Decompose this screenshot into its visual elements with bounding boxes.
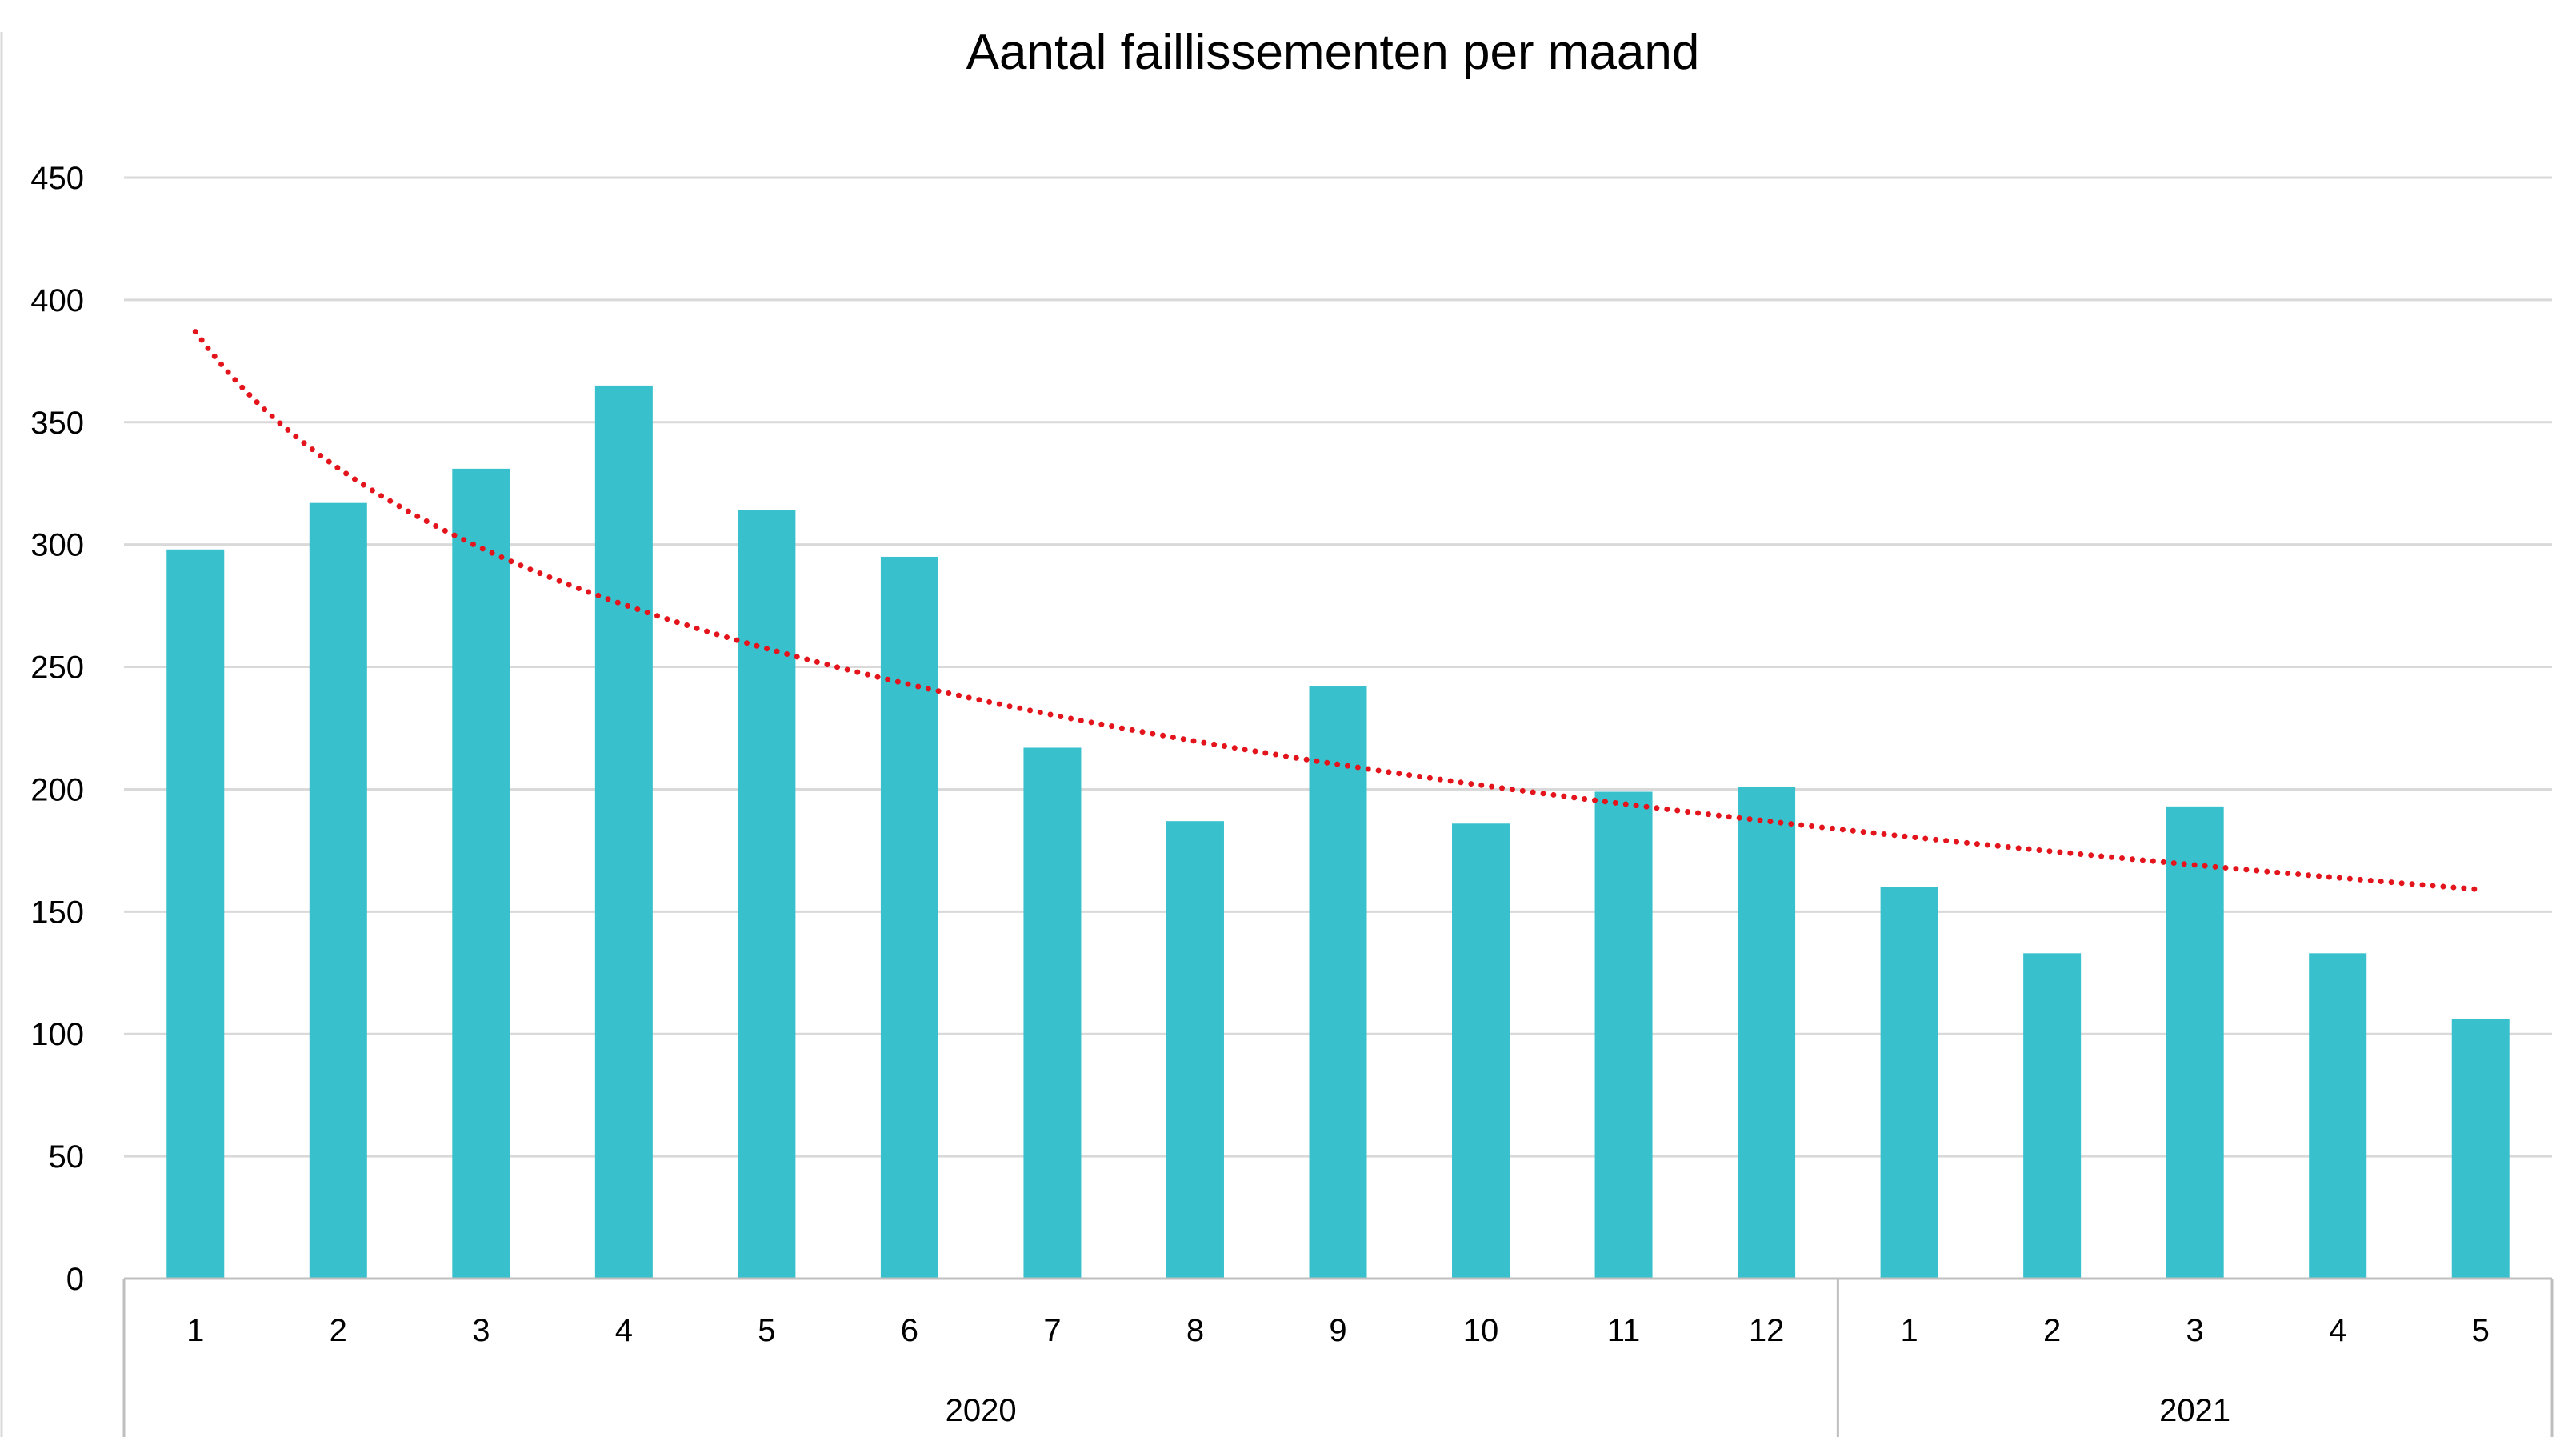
x-tick-label: 1 <box>1900 1313 1918 1348</box>
x-tick-label: 12 <box>1749 1313 1785 1348</box>
bar <box>1452 823 1510 1279</box>
trendline <box>192 329 2484 893</box>
y-tick-label: 350 <box>30 406 84 441</box>
bar <box>1880 887 1938 1279</box>
bar <box>2451 1019 2510 1279</box>
bar <box>2166 806 2224 1279</box>
y-tick-label: 250 <box>30 650 84 686</box>
y-tick-label: 100 <box>30 1017 84 1052</box>
x-tick-label: 6 <box>901 1313 918 1348</box>
bar <box>2023 953 2082 1279</box>
bar <box>309 502 367 1279</box>
x-tick-label: 8 <box>1186 1313 1204 1348</box>
x-tick-label: 1 <box>186 1313 204 1348</box>
y-tick-label: 450 <box>30 161 84 196</box>
x-tick-label: 10 <box>1463 1313 1499 1348</box>
x-tick-label: 9 <box>1329 1313 1346 1348</box>
y-tick-label: 400 <box>30 283 84 318</box>
x-tick-label: 5 <box>758 1313 775 1348</box>
x-tick-label: 3 <box>2186 1313 2204 1348</box>
x-tick-label: 3 <box>472 1313 490 1348</box>
bar <box>1738 787 1796 1279</box>
x-group-label: 2021 <box>2159 1393 2230 1428</box>
chart-title: Aantal faillissementen per maand <box>966 25 1700 80</box>
y-tick-label: 200 <box>30 772 84 807</box>
x-tick-label: 5 <box>2472 1313 2490 1348</box>
bar <box>1023 747 1082 1279</box>
x-tick-label: 11 <box>1607 1313 1641 1348</box>
bar <box>452 468 510 1279</box>
bar <box>2309 953 2367 1279</box>
bar <box>594 385 653 1279</box>
y-tick-label: 50 <box>49 1139 85 1175</box>
x-tick-label: 4 <box>615 1313 633 1348</box>
bar <box>166 549 225 1279</box>
trendline-path <box>192 329 2484 893</box>
bar <box>1309 686 1367 1279</box>
x-group-label: 2020 <box>946 1393 1017 1428</box>
x-tick-label: 7 <box>1043 1313 1061 1348</box>
bar <box>1594 791 1653 1279</box>
bar <box>880 556 938 1279</box>
y-tick-label: 0 <box>66 1262 84 1297</box>
y-tick-label: 300 <box>30 528 84 563</box>
x-tick-label: 2 <box>2043 1313 2061 1348</box>
y-tick-label: 150 <box>30 895 84 930</box>
bar <box>738 510 796 1279</box>
x-tick-label: 4 <box>2329 1313 2346 1348</box>
bars <box>166 385 2510 1279</box>
bar <box>1166 821 1224 1279</box>
x-tick-label: 2 <box>330 1313 347 1348</box>
